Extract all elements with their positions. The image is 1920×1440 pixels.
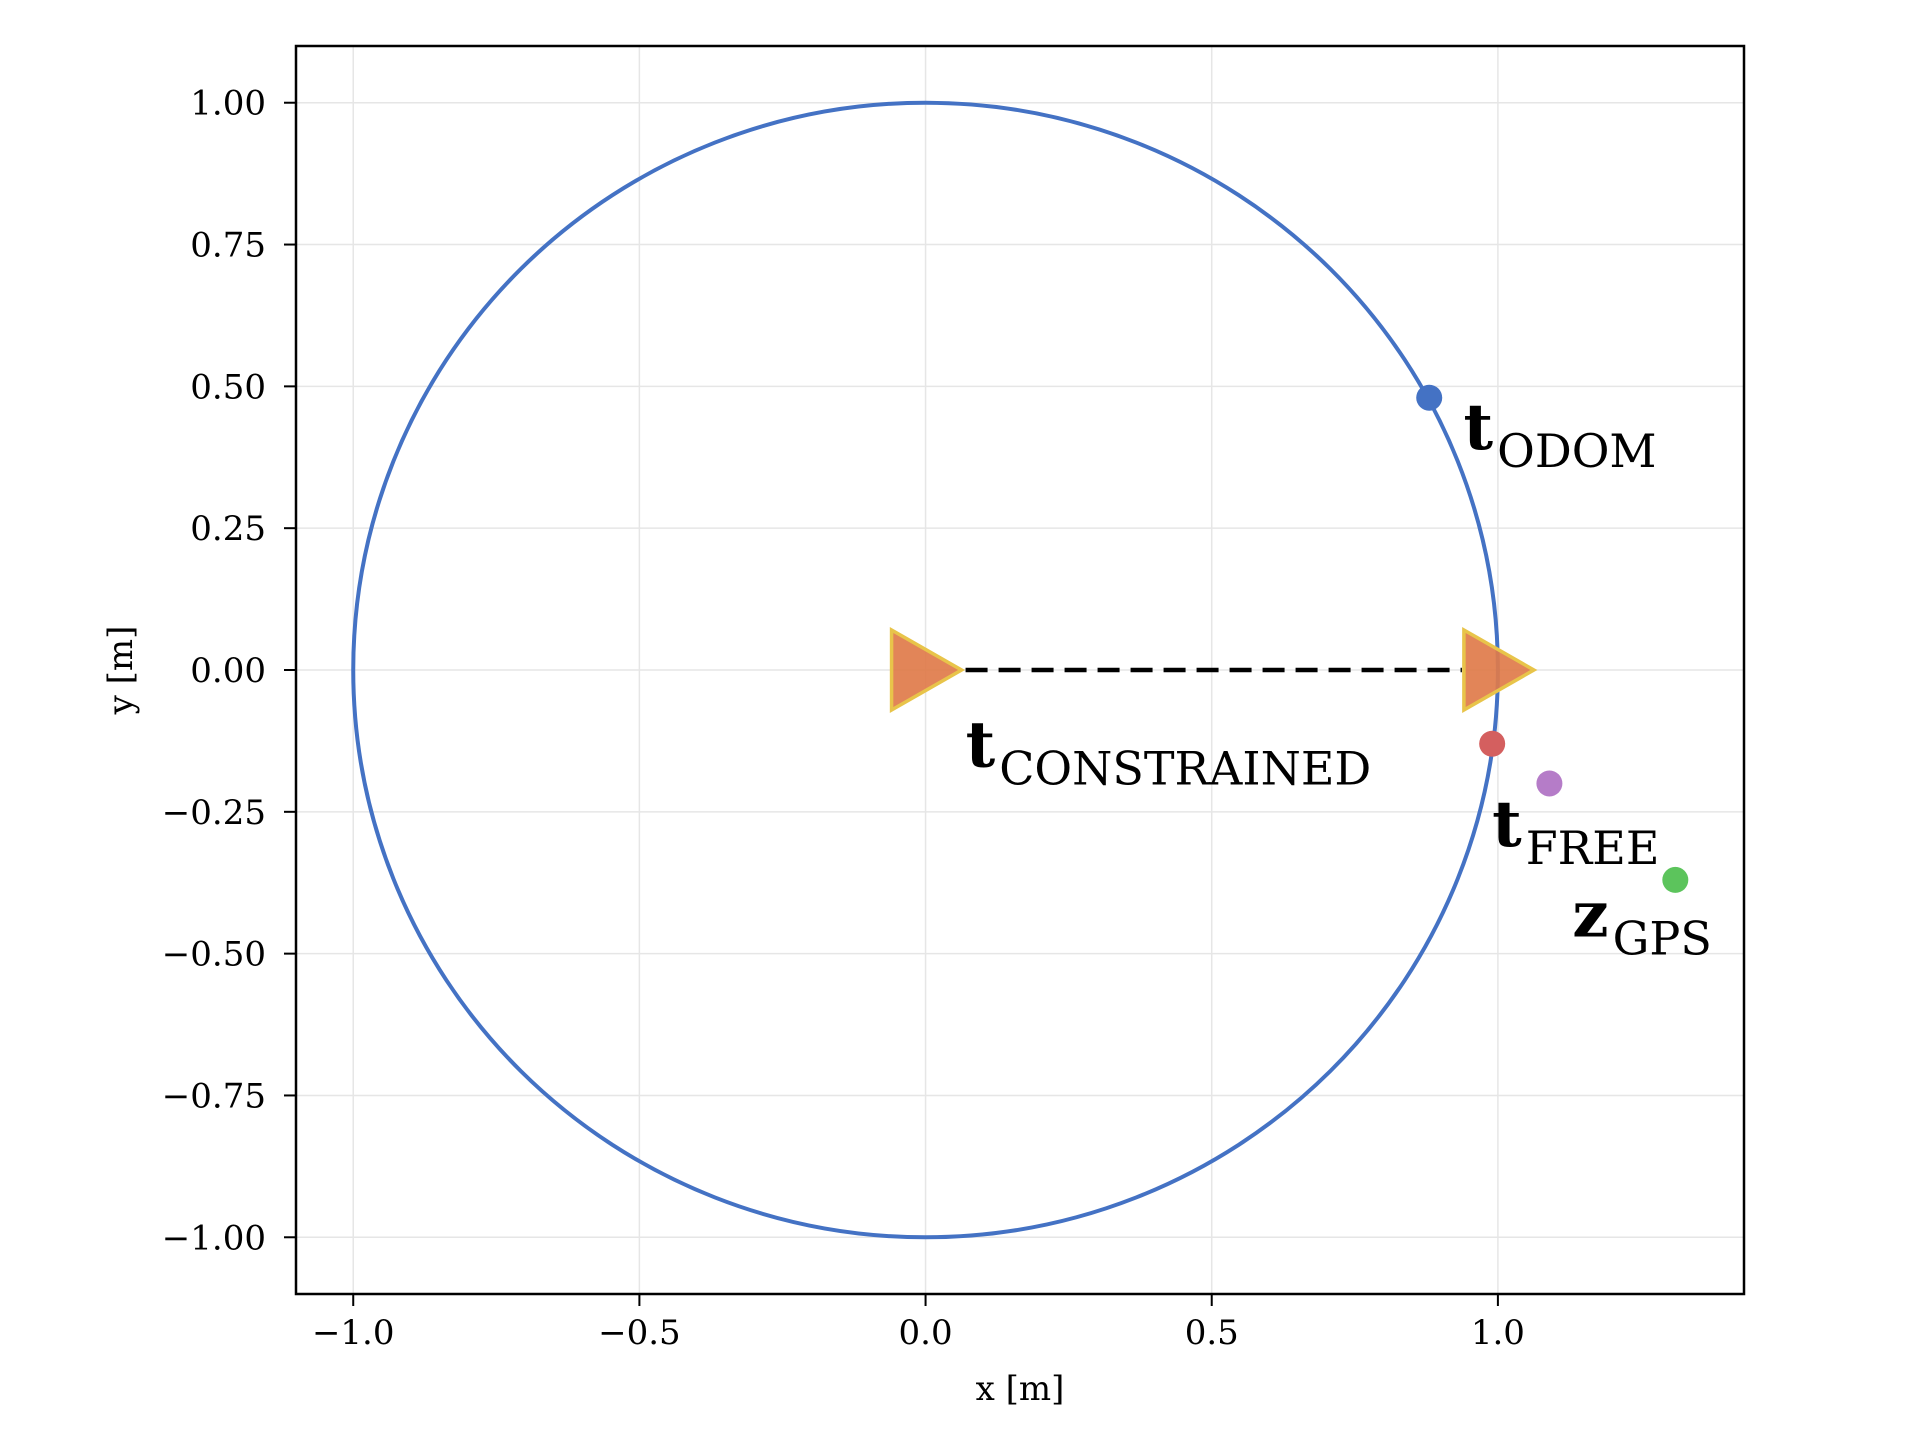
annotation-subscript: GPS [1613, 912, 1712, 966]
pose-triangle-marker [1462, 626, 1538, 714]
point-annotation: tODOM [1464, 390, 1657, 478]
axis-ticks: −1.0 −0.5 0.0 0.5 1.0 1.00 0.75 0.50 0.25 0.00 −0.… [162, 84, 1525, 1353]
y-tick-label: −0.75 [162, 1076, 266, 1116]
y-tick-label: 0.75 [190, 226, 266, 266]
point-marker [1479, 730, 1506, 757]
y-tick-label: 0.50 [190, 367, 266, 407]
x-tick-label: 0.0 [899, 1313, 953, 1353]
x-tick-label: −1.0 [312, 1313, 395, 1353]
annotation-symbol: z [1572, 878, 1608, 953]
x-tick-label: 0.5 [1185, 1313, 1239, 1353]
x-tick-label: −0.5 [598, 1313, 681, 1353]
annotation-subscript: ODOM [1497, 424, 1656, 478]
point-annotation: tCONSTRAINED [966, 707, 1372, 795]
x-tick-label: 1.0 [1471, 1313, 1525, 1353]
y-tick-label: 0.00 [190, 651, 266, 691]
point-marker [1536, 770, 1563, 797]
point-annotation: tFREE [1492, 787, 1659, 875]
annotation-subscript: FREE [1526, 821, 1660, 875]
annotation-symbol: t [1464, 390, 1494, 465]
y-tick-label: 1.00 [190, 84, 266, 124]
point-annotation: zGPS [1572, 878, 1712, 966]
pose-marker-layer [889, 626, 1538, 714]
y-axis-label: y [m] [101, 626, 141, 716]
x-axis-label: x [m] [976, 1369, 1065, 1409]
point-marker-layer [1416, 384, 1689, 893]
y-tick-label: −1.00 [162, 1218, 266, 1258]
y-tick-label: −0.25 [162, 793, 266, 833]
annotation-symbol: t [1492, 787, 1522, 862]
pose-triangle-marker [889, 626, 966, 714]
annotation-subscript: CONSTRAINED [999, 741, 1371, 795]
annotation-symbol: t [966, 707, 996, 782]
y-tick-label: −0.50 [162, 935, 266, 975]
point-marker [1416, 384, 1443, 411]
point-marker [1662, 866, 1689, 893]
y-tick-label: 0.25 [190, 509, 266, 549]
